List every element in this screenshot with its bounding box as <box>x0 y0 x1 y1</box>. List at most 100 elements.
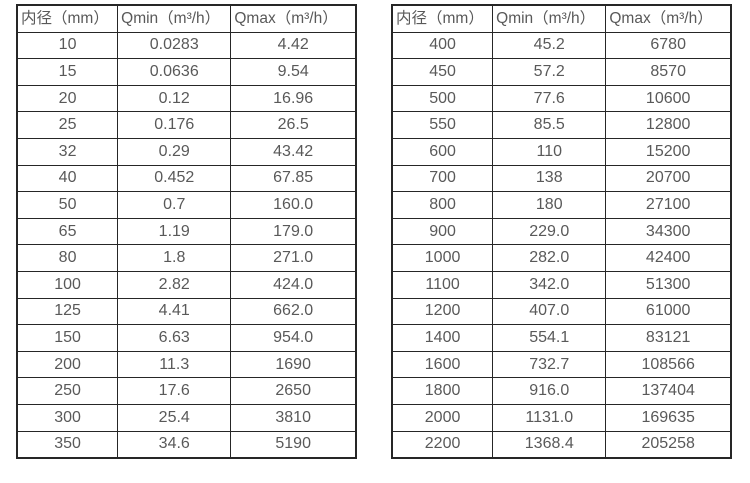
table-cell: 1.19 <box>117 217 232 246</box>
table-row: 350 34.6 5190 <box>16 430 357 459</box>
table-cell: 110 <box>492 137 607 166</box>
table-cell: 26.5 <box>230 111 357 139</box>
table-cell: 6780 <box>605 31 732 60</box>
table-cell: 350 <box>16 430 119 459</box>
table-cell: 554.1 <box>492 324 607 352</box>
table-cell: 1690 <box>230 350 357 379</box>
table-row: 600 110 15200 <box>391 137 732 166</box>
table-cell: 8570 <box>605 58 732 86</box>
table-cell: 45.2 <box>492 31 607 60</box>
table-row: 2000 1131.0 169635 <box>391 403 732 432</box>
table-cell: 916.0 <box>492 377 607 405</box>
table-cell: 80 <box>16 244 119 272</box>
table-row: 1200 407.0 61000 <box>391 297 732 326</box>
table-row: 20 0.12 16.96 <box>16 84 357 113</box>
table-cell: 400 <box>391 31 494 60</box>
table-cell: 85.5 <box>492 111 607 139</box>
table-cell: 900 <box>391 217 494 246</box>
table-row: 1800 916.0 137404 <box>391 377 732 405</box>
table-cell: 1100 <box>391 270 494 299</box>
table-cell: 51300 <box>605 270 732 299</box>
flow-rate-spec-page: 内径（mm） Qmin（m³/h） Qmax（m³/h） 10 0.0283 4.42 15… <box>16 4 732 460</box>
table-cell: 282.0 <box>492 244 607 272</box>
table-cell: 16.96 <box>230 84 357 113</box>
table-row: 900 229.0 34300 <box>391 217 732 246</box>
table-cell: 4.41 <box>117 297 232 326</box>
table-cell: 5190 <box>230 430 357 459</box>
table-cell: 732.7 <box>492 350 607 379</box>
table-cell: 15200 <box>605 137 732 166</box>
table-cell: 180 <box>492 191 607 219</box>
table-cell: 50 <box>16 191 119 219</box>
header-row: 内径（mm） Qmin（m³/h） Qmax（m³/h） <box>391 4 732 33</box>
table-cell: 954.0 <box>230 324 357 352</box>
table-cell: 40 <box>16 164 119 193</box>
table-row: 1100 342.0 51300 <box>391 270 732 299</box>
table-cell: 43.42 <box>230 137 357 166</box>
table-cell: 1600 <box>391 350 494 379</box>
table-cell: 10600 <box>605 84 732 113</box>
table-cell: 11.3 <box>117 350 232 379</box>
table-row: 1400 554.1 83121 <box>391 324 732 352</box>
table-cell: 25.4 <box>117 403 232 432</box>
table-cell: 700 <box>391 164 494 193</box>
table-cell: 200 <box>16 350 119 379</box>
table-cell: 0.0636 <box>117 58 232 86</box>
table-cell: 1800 <box>391 377 494 405</box>
table-cell: 61000 <box>605 297 732 326</box>
table-cell: 550 <box>391 111 494 139</box>
table-cell: 0.7 <box>117 191 232 219</box>
table-cell: 179.0 <box>230 217 357 246</box>
table-cell: 9.54 <box>230 58 357 86</box>
table-cell: 100 <box>16 270 119 299</box>
table-cell: 150 <box>16 324 119 352</box>
table-cell: 67.85 <box>230 164 357 193</box>
table-row: 1600 732.7 108566 <box>391 350 732 379</box>
column-header: Qmax（m³/h） <box>605 4 732 33</box>
flow-table-large-diameters: 内径（mm） Qmin（m³/h） Qmax（m³/h） 400 45.2 6780 450… <box>391 4 732 460</box>
table-cell: 2.82 <box>117 270 232 299</box>
table-row: 10 0.0283 4.42 <box>16 31 357 60</box>
table-cell: 108566 <box>605 350 732 379</box>
table-cell: 1.8 <box>117 244 232 272</box>
table-row: 15 0.0636 9.54 <box>16 58 357 86</box>
table-cell: 271.0 <box>230 244 357 272</box>
table-row: 300 25.4 3810 <box>16 403 357 432</box>
table-cell: 32 <box>16 137 119 166</box>
table-cell: 205258 <box>605 430 732 459</box>
table-cell: 1368.4 <box>492 430 607 459</box>
table-cell: 138 <box>492 164 607 193</box>
table-cell: 10 <box>16 31 119 60</box>
column-header: Qmax（m³/h） <box>230 4 357 33</box>
column-header: 内径（mm） <box>16 4 119 33</box>
table-cell: 0.176 <box>117 111 232 139</box>
table-cell: 2650 <box>230 377 357 405</box>
table-cell: 229.0 <box>492 217 607 246</box>
table-cell: 450 <box>391 58 494 86</box>
table-row: 32 0.29 43.42 <box>16 137 357 166</box>
column-header: Qmin（m³/h） <box>492 4 607 33</box>
table-cell: 83121 <box>605 324 732 352</box>
table-cell: 407.0 <box>492 297 607 326</box>
table-cell: 6.63 <box>117 324 232 352</box>
table-cell: 34300 <box>605 217 732 246</box>
table-cell: 0.29 <box>117 137 232 166</box>
table-cell: 169635 <box>605 403 732 432</box>
table-cell: 300 <box>16 403 119 432</box>
table-cell: 600 <box>391 137 494 166</box>
table-row: 25 0.176 26.5 <box>16 111 357 139</box>
table-row: 450 57.2 8570 <box>391 58 732 86</box>
table-cell: 27100 <box>605 191 732 219</box>
table-cell: 20700 <box>605 164 732 193</box>
table-row: 200 11.3 1690 <box>16 350 357 379</box>
table-cell: 17.6 <box>117 377 232 405</box>
table-row: 500 77.6 10600 <box>391 84 732 113</box>
table-cell: 65 <box>16 217 119 246</box>
table-row: 2200 1368.4 205258 <box>391 430 732 459</box>
table-row: 1000 282.0 42400 <box>391 244 732 272</box>
table-cell: 3810 <box>230 403 357 432</box>
table-cell: 800 <box>391 191 494 219</box>
table-row: 250 17.6 2650 <box>16 377 357 405</box>
table-row: 800 180 27100 <box>391 191 732 219</box>
table-cell: 2000 <box>391 403 494 432</box>
